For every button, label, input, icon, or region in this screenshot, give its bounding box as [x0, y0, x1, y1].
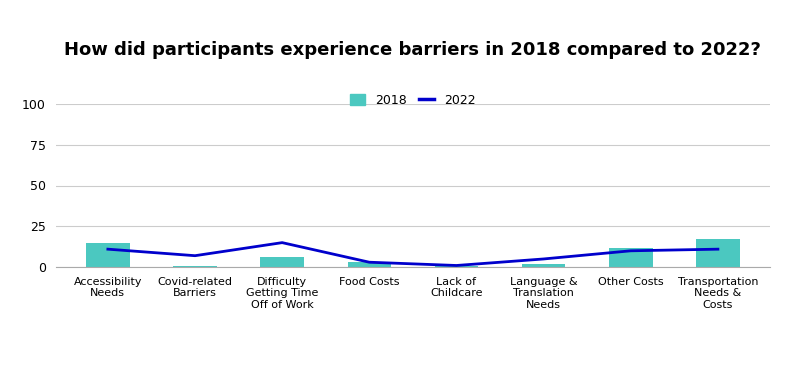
- Bar: [434, 266, 478, 267]
- Bar: [522, 264, 565, 267]
- Bar: [609, 247, 653, 267]
- Bar: [348, 262, 391, 267]
- Bar: [86, 243, 129, 267]
- Bar: [696, 239, 740, 267]
- Title: How did participants experience barriers in 2018 compared to 2022?: How did participants experience barriers…: [64, 41, 761, 59]
- Legend: 2018, 2022: 2018, 2022: [345, 89, 481, 112]
- Bar: [260, 257, 304, 267]
- Bar: [173, 266, 217, 267]
